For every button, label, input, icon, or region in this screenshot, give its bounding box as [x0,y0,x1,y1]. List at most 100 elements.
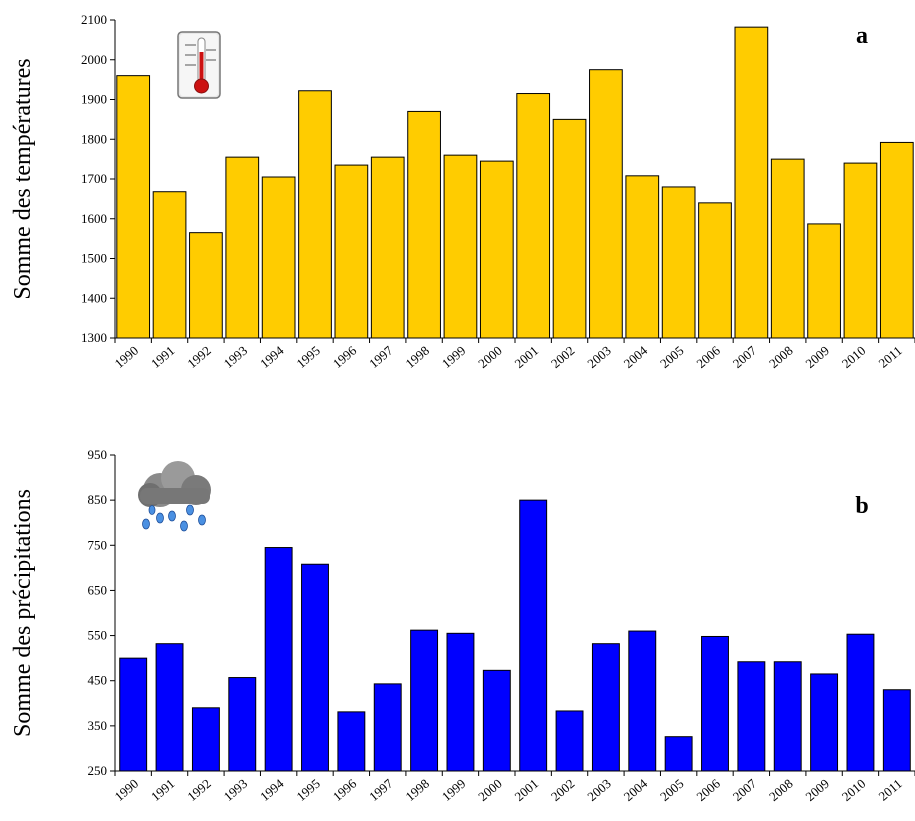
x-tick-label: 2002 [548,776,578,804]
bar [555,710,584,772]
bar [628,630,657,772]
x-tick-label: 2006 [693,342,723,371]
x-tick-label: 2001 [512,776,542,804]
x-tick-label: 1995 [293,343,323,371]
bar [410,629,439,772]
bar [189,232,223,339]
x-tick-label: 1995 [293,776,323,804]
x-tick-label: 2003 [584,343,614,371]
x-tick-label: 1998 [402,343,432,371]
bar [589,69,623,339]
panel-label: a [856,23,868,49]
bar [846,633,875,772]
bar [337,711,366,772]
bar [152,191,187,339]
x-tick-label: 2004 [621,342,651,371]
x-tick-label: 2003 [584,776,614,804]
bar [664,736,693,772]
bar [443,154,478,339]
x-tick-label: 2009 [802,343,832,371]
y-tick-label: 1700 [81,171,107,186]
bar [661,186,696,339]
y-tick-label: 1800 [81,131,107,146]
y-tick-label: 550 [88,628,108,643]
x-tick-label: 2000 [475,776,505,804]
x-tick-label: 1990 [112,343,142,371]
y-axis-label: Somme des températures [10,58,36,299]
x-tick-label: 1998 [402,776,432,804]
x-tick-label: 2007 [730,775,760,804]
x-tick-label: 1994 [257,775,287,804]
x-tick-label: 1996 [330,342,360,371]
bar [446,632,475,772]
bar [843,162,878,339]
x-tick-label: 2005 [657,343,687,371]
x-tick-label: 1992 [184,343,214,371]
y-tick-label: 1600 [81,211,107,226]
x-tick-label: 1993 [221,343,251,371]
bar [482,669,511,772]
bar [373,683,402,772]
bar [882,689,911,772]
bar [225,156,260,339]
x-tick-label: 1999 [439,343,469,371]
y-tick-label: 1900 [81,92,107,107]
y-tick-label: 450 [88,673,108,688]
rain-cloud-icon [138,461,211,532]
bar [228,677,257,772]
y-tick-label: 250 [88,763,108,778]
x-tick-label: 2011 [876,343,905,371]
bar [191,707,220,772]
x-tick-label: 2008 [766,343,796,371]
bar [334,164,369,339]
y-tick-label: 1400 [81,290,107,305]
bar [116,75,151,339]
x-tick-label: 2007 [730,342,760,371]
bar [155,643,184,772]
x-tick-label: 1993 [221,776,251,804]
y-axis-label: Somme des précipitations [10,489,36,737]
x-tick-label: 2011 [876,776,905,804]
x-tick-label: 2000 [475,343,505,371]
x-tick-label: 1999 [439,776,469,804]
x-tick-label: 1990 [112,776,142,804]
bar [301,563,329,772]
bar [737,661,766,772]
bar [552,118,587,339]
bar [698,202,732,339]
x-tick-label: 2006 [693,775,723,804]
x-tick-label: 1997 [366,775,396,804]
bar [261,176,296,339]
bar [625,175,660,339]
bar [810,673,839,772]
x-tick-label: 2008 [766,776,796,804]
thermometer-icon [177,31,221,99]
x-tick-label: 1994 [257,342,287,371]
bar [770,158,805,339]
bar [807,223,841,339]
y-tick-label: 350 [88,718,108,733]
x-tick-label: 2010 [839,776,869,804]
x-tick-label: 1996 [330,775,360,804]
y-tick-label: 2000 [81,52,107,67]
y-tick-label: 650 [88,582,108,597]
x-tick-label: 2010 [839,343,869,371]
y-tick-label: 1500 [81,251,107,266]
x-tick-label: 2001 [512,343,542,371]
x-tick-label: 1997 [366,342,396,371]
y-tick-label: 750 [88,537,108,552]
x-tick-label: 2002 [548,343,578,371]
bar [734,26,769,339]
bar [264,547,293,772]
bar [519,499,548,772]
bar [591,643,620,772]
bar [407,110,441,339]
x-tick-label: 1991 [148,776,178,804]
bar [701,635,729,772]
y-tick-label: 1300 [81,330,107,345]
bar [119,657,148,772]
x-tick-label: 2004 [621,775,651,804]
bar [298,90,332,339]
panel-label: b [855,493,868,519]
